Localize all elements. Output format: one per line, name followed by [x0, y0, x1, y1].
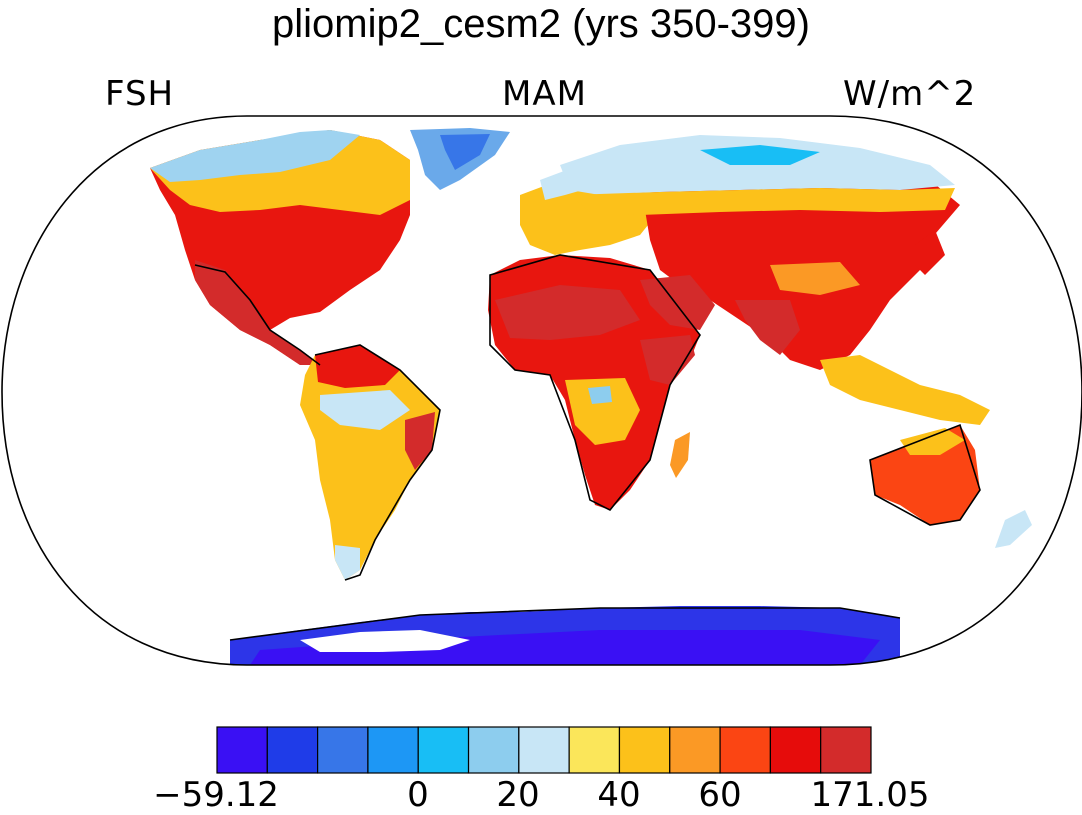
- colorbar-swatch: [719, 726, 771, 774]
- arabia-hot: [640, 275, 715, 330]
- congo-mixed: [565, 378, 640, 445]
- antarctica-white-gap: [300, 630, 470, 652]
- colorbar-swatch: [317, 726, 369, 774]
- greenland-core: [440, 134, 490, 170]
- colorbar-swatch: [467, 726, 520, 774]
- units-label: W/m^2: [843, 74, 977, 114]
- colorbar-swatch: [266, 726, 319, 774]
- colorbar-swatch: [568, 726, 621, 774]
- amazon-cool: [320, 390, 410, 430]
- southeast-asia: [820, 355, 990, 425]
- colorbar-swatch: [669, 726, 721, 774]
- colorbar-tick-label: 0: [407, 775, 429, 815]
- colorbar-swatch: [618, 726, 671, 774]
- map-boundary: [1, 115, 1082, 666]
- horn-africa-hot: [640, 335, 695, 385]
- new-zealand: [995, 510, 1032, 548]
- colorbar-swatch: [820, 726, 872, 774]
- coastlines: [194, 254, 981, 641]
- colorbar-swatch: [417, 726, 470, 774]
- madagascar: [670, 432, 690, 478]
- congo-cool: [588, 386, 612, 404]
- australia-north-warm: [900, 428, 965, 455]
- plot-title: pliomip2_cesm2 (yrs 350-399): [271, 2, 810, 46]
- colorbar-swatch: [769, 726, 822, 774]
- colorbar-tick-label: 40: [597, 775, 641, 815]
- siberia-deep-cool: [700, 145, 820, 165]
- colorbar-tick-label: 60: [698, 775, 742, 815]
- sahara-hot: [495, 285, 640, 340]
- japan: [915, 230, 945, 275]
- season-label: MAM: [502, 74, 587, 114]
- patagonia-cool: [335, 545, 360, 580]
- colorbar-tick-label: −59.12: [153, 775, 279, 815]
- brazil-hot: [405, 412, 435, 470]
- tibet-mixed: [770, 262, 860, 295]
- siberia-warm-band: [570, 188, 955, 215]
- india-hot: [735, 300, 800, 355]
- colorbar-swatch: [518, 726, 570, 774]
- colorbar-swatch: [367, 726, 419, 774]
- colorbar-tick-label: 20: [496, 775, 540, 815]
- colorbar-swatch: [216, 726, 268, 774]
- south-america-north-hot: [315, 345, 400, 388]
- canada-cold: [150, 130, 360, 182]
- antarctica-deep: [250, 630, 880, 665]
- colorbar-tick-label: 171.05: [810, 775, 930, 815]
- colorbar: [216, 726, 872, 774]
- land-field: [150, 128, 1032, 665]
- variable-label: FSH: [105, 74, 175, 114]
